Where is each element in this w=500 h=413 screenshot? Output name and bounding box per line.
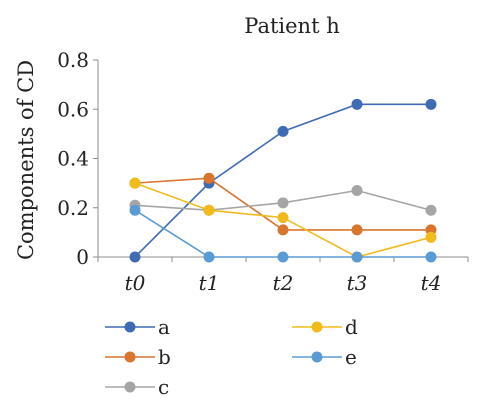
legend-item-d: d bbox=[292, 315, 358, 339]
legend-label: b bbox=[158, 345, 171, 369]
y-axis-label: Components of CD bbox=[14, 60, 38, 260]
data-point-a bbox=[129, 251, 141, 263]
legend-item-c: c bbox=[105, 375, 169, 399]
data-point-a bbox=[351, 98, 363, 110]
data-point-b bbox=[203, 172, 215, 184]
legend-label: c bbox=[158, 375, 169, 399]
data-point-a bbox=[425, 98, 437, 110]
legend-marker bbox=[124, 381, 136, 393]
legend-item-b: b bbox=[105, 345, 171, 369]
y-tick-label: 0.2 bbox=[57, 196, 89, 220]
x-tick-label: t4 bbox=[421, 271, 442, 295]
legend-marker bbox=[124, 351, 136, 363]
data-point-e bbox=[277, 251, 289, 263]
x-tick-label: t1 bbox=[199, 271, 220, 295]
series-e bbox=[129, 204, 437, 263]
series-layer bbox=[129, 98, 437, 263]
y-tick-label: 0.6 bbox=[57, 97, 89, 121]
legend-marker bbox=[311, 321, 323, 333]
legend-label: a bbox=[158, 315, 170, 339]
x-tick-label: t3 bbox=[347, 271, 368, 295]
data-point-e bbox=[129, 204, 141, 216]
y-tick-label: 0 bbox=[76, 245, 89, 269]
data-point-a bbox=[277, 125, 289, 137]
legend-marker bbox=[311, 351, 323, 363]
axes: 0 0.2 0.4 0.6 0.8 t0 t1 t2 t3 t4 bbox=[57, 48, 469, 295]
data-point-c bbox=[277, 197, 289, 209]
legend-label: e bbox=[345, 345, 357, 369]
series-d bbox=[129, 177, 437, 263]
legend: abc de bbox=[105, 315, 358, 399]
data-point-e bbox=[425, 251, 437, 263]
data-point-e bbox=[351, 251, 363, 263]
data-point-b bbox=[277, 224, 289, 236]
data-point-d bbox=[203, 204, 215, 216]
x-tick-label: t2 bbox=[273, 271, 294, 295]
y-tick-label: 0.8 bbox=[57, 48, 89, 72]
data-point-c bbox=[425, 204, 437, 216]
legend-item-e: e bbox=[292, 345, 357, 369]
data-point-d bbox=[425, 231, 437, 243]
data-point-d bbox=[129, 177, 141, 189]
legend-label: d bbox=[345, 315, 358, 339]
x-tick-label: t0 bbox=[125, 271, 146, 295]
y-tick-label: 0.4 bbox=[57, 147, 89, 171]
data-point-c bbox=[351, 185, 363, 197]
legend-item-a: a bbox=[105, 315, 170, 339]
series-c bbox=[129, 185, 437, 216]
chart-title: Patient h bbox=[244, 14, 339, 38]
data-point-d bbox=[277, 212, 289, 224]
legend-marker bbox=[124, 321, 136, 333]
data-point-b bbox=[351, 224, 363, 236]
data-point-e bbox=[203, 251, 215, 263]
